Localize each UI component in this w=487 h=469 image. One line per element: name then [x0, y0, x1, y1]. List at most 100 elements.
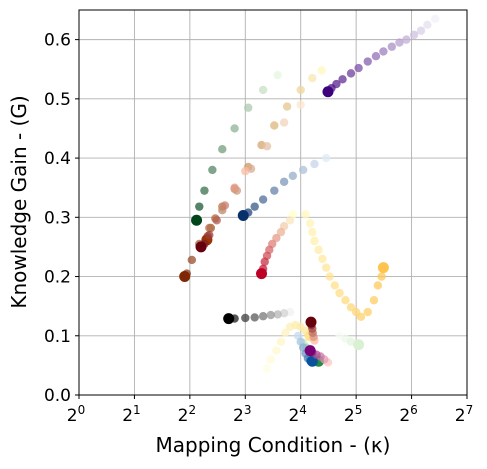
data-point [325, 272, 334, 281]
data-point [305, 219, 315, 228]
data-point [230, 124, 239, 133]
data-point [354, 63, 363, 73]
data-point [356, 312, 366, 322]
data-point [208, 165, 217, 175]
data-point [363, 57, 372, 66]
series-greys [223, 307, 295, 325]
data-point [241, 313, 250, 323]
data-point [318, 254, 327, 263]
series-ylorbr-light [301, 210, 389, 322]
data-point [321, 263, 331, 272]
x-axis-label: Mapping Condition - (κ) [156, 433, 391, 457]
data-point [281, 328, 290, 338]
data-point [218, 144, 227, 154]
data-point [205, 223, 214, 233]
plot-frame [78, 9, 468, 396]
data-point [288, 171, 298, 181]
series-endpoint [195, 241, 207, 253]
data-point [321, 153, 331, 163]
ticks-layer: 20 21 22 23 24 25 26 27 0.0 0.1 0.2 0.3 0.4 0.5 0.6 [44, 31, 473, 426]
x-tick-label: 20 [67, 403, 85, 426]
x-tick-label: 22 [178, 403, 196, 426]
data-point [346, 337, 356, 346]
data-point [270, 121, 279, 130]
x-tick-label: 23 [233, 403, 251, 426]
data-point [220, 201, 230, 210]
data-point [212, 216, 221, 225]
data-point [338, 75, 347, 84]
data-point [258, 195, 268, 204]
y-tick-label: 0.1 [44, 327, 71, 347]
data-point [314, 245, 323, 255]
data-point [335, 288, 344, 298]
series-endpoint [377, 262, 389, 274]
y-axis-label: Knowledge Gain - (G) [7, 95, 31, 308]
data-point [310, 236, 319, 246]
data-point [250, 313, 259, 322]
data-point [298, 165, 308, 175]
data-point [273, 70, 282, 80]
series-endpoint [256, 268, 268, 280]
data-point [341, 296, 350, 305]
data-point [423, 20, 432, 30]
data-point [273, 310, 282, 319]
data-point [330, 281, 339, 290]
data-point [301, 210, 310, 219]
data-point [296, 100, 305, 109]
series-greens-faint [335, 331, 365, 351]
y-tick-label: 0.3 [44, 208, 71, 228]
data-point [260, 257, 269, 266]
data-point [377, 272, 386, 281]
x-tick-label: 26 [399, 403, 417, 426]
data-point [258, 312, 268, 321]
data-point [272, 233, 281, 243]
data-point [258, 85, 268, 95]
data-point [262, 364, 272, 373]
series-endpoint [304, 345, 316, 357]
data-point [282, 102, 292, 111]
data-point [270, 186, 279, 195]
series-purples [322, 14, 440, 98]
data-point [346, 69, 356, 78]
y-tick-label: 0.5 [44, 90, 71, 110]
data-point [279, 309, 289, 318]
data-point [195, 202, 204, 211]
x-tick-label: 24 [288, 403, 306, 426]
data-point [308, 227, 317, 237]
series-reds [195, 166, 250, 253]
series-greens [191, 70, 282, 226]
data-point [250, 202, 259, 211]
series-endpoint [237, 210, 249, 222]
series-reds-low [305, 316, 319, 345]
data-point [205, 230, 214, 240]
data-point [244, 103, 253, 112]
data-point [409, 30, 419, 40]
x-tick-label: 27 [455, 403, 473, 426]
data-point [416, 26, 426, 35]
data-point [296, 85, 305, 95]
data-point [241, 166, 250, 176]
y-tick-label: 0.2 [44, 268, 71, 288]
data-point [276, 227, 286, 237]
data-point [317, 66, 326, 75]
series-endpoint [322, 86, 334, 98]
data-point [430, 14, 440, 24]
series-endpoint [179, 271, 191, 283]
data-point [373, 281, 383, 290]
data-point [187, 255, 197, 265]
series-endpoint [305, 316, 317, 328]
data-point [200, 186, 209, 195]
data-point [402, 35, 411, 44]
series-endpoint [223, 313, 235, 325]
data-point [308, 73, 317, 83]
grid-layer [78, 10, 468, 396]
data-point [279, 118, 289, 127]
data-point [266, 355, 275, 364]
series-endpoint [191, 214, 203, 226]
data-point [369, 296, 379, 305]
x-tick-label: 21 [122, 403, 140, 426]
data-point [285, 216, 295, 225]
y-tick-label: 0.6 [44, 31, 71, 51]
series-rdpu [304, 345, 333, 367]
